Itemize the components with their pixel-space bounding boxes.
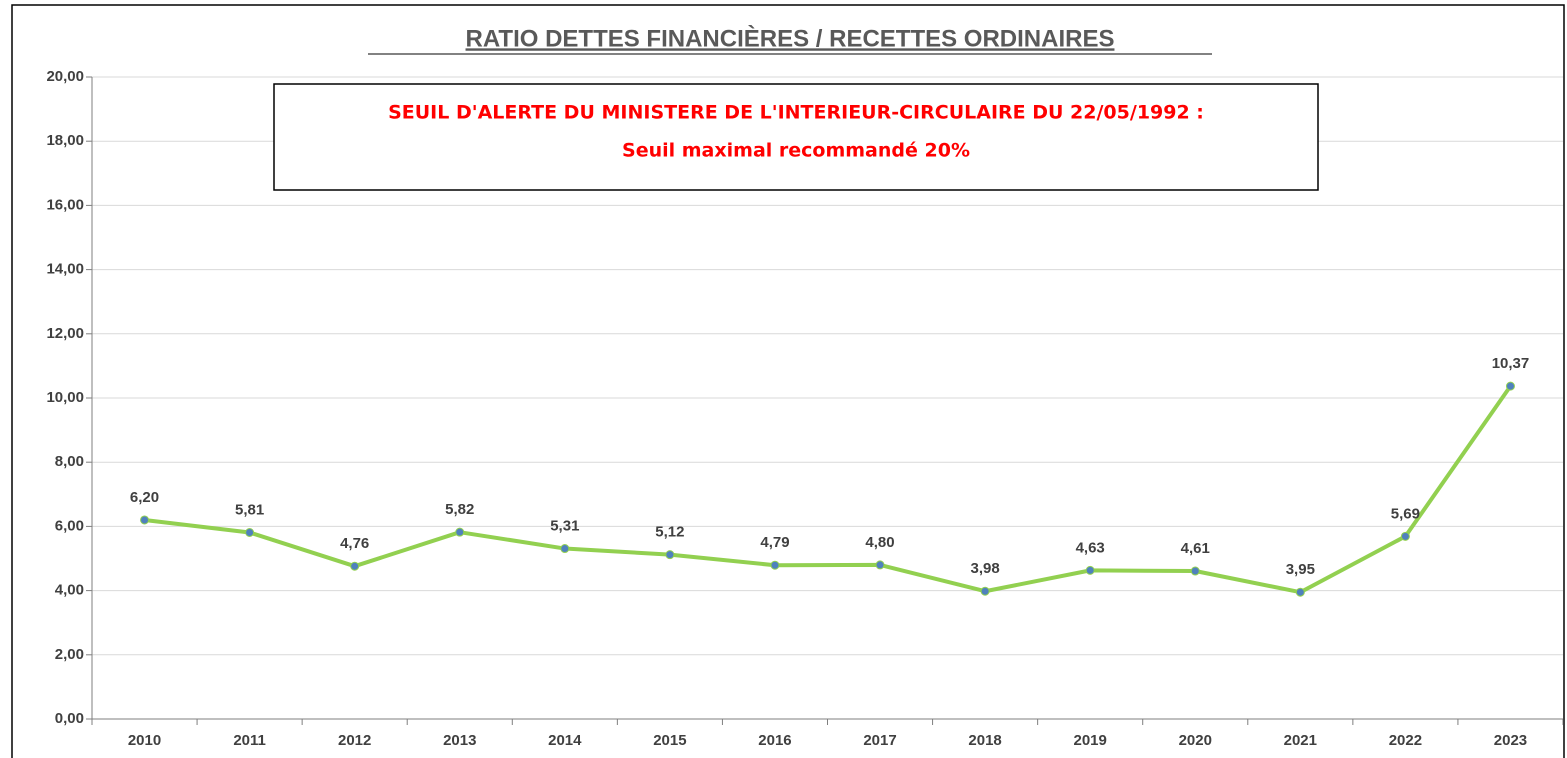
data-point: [875, 560, 885, 570]
y-tick-label: 0,00: [55, 710, 84, 727]
data-label: 6,20: [130, 489, 159, 506]
x-tick-label: 2010: [128, 732, 161, 749]
annotation-box: [273, 83, 1319, 191]
data-label: 3,95: [1286, 561, 1315, 578]
data-label: 5,82: [445, 501, 474, 518]
data-point: [245, 527, 255, 537]
data-point: [455, 527, 465, 537]
data-label: 5,81: [235, 501, 264, 518]
chart-title: RATIO DETTES FINANCIÈRES / RECETTES ORDI…: [466, 24, 1115, 52]
x-tick-label: 2011: [233, 732, 266, 749]
x-tick-label: 2013: [443, 732, 476, 749]
y-tick-label: 14,00: [46, 261, 84, 278]
data-point: [1190, 566, 1200, 576]
y-tick-label: 12,00: [46, 325, 84, 342]
y-tick-label: 10,00: [46, 389, 84, 406]
x-tick-label: 2021: [1284, 732, 1317, 749]
x-tick-label: 2014: [548, 732, 582, 749]
x-tick-label: 2015: [653, 732, 686, 749]
x-tick-label: 2017: [863, 732, 896, 749]
data-label: 3,98: [971, 560, 1000, 577]
data-label: 5,31: [550, 518, 579, 535]
data-point: [1505, 381, 1515, 391]
data-label: 4,61: [1181, 540, 1210, 557]
data-point: [665, 550, 675, 560]
y-tick-label: 16,00: [46, 196, 84, 213]
y-tick-label: 20,00: [46, 68, 84, 85]
data-point: [350, 561, 360, 571]
y-tick-label: 4,00: [55, 582, 84, 599]
y-tick-label: 8,00: [55, 453, 84, 470]
data-point: [770, 560, 780, 570]
data-label: 10,37: [1492, 355, 1530, 372]
x-tick-label: 2019: [1073, 732, 1106, 749]
y-tick-label: 6,00: [55, 517, 84, 534]
data-label: 5,69: [1391, 505, 1420, 522]
data-line: [144, 384, 1513, 595]
data-point: [140, 515, 150, 525]
x-tick-label: 2018: [968, 732, 1001, 749]
data-label: 4,80: [865, 534, 894, 551]
annotation-line: SEUIL D'ALERTE DU MINISTERE DE L'INTERIE…: [388, 102, 1204, 124]
x-tick-label: 2020: [1179, 732, 1212, 749]
x-tick-label: 2016: [758, 732, 791, 749]
data-point: [980, 586, 990, 596]
x-tick-label: 2022: [1389, 732, 1422, 749]
y-tick-label: 18,00: [46, 132, 84, 149]
x-tick-label: 2012: [338, 732, 371, 749]
data-label: 4,63: [1076, 539, 1105, 556]
data-label: 4,79: [760, 534, 789, 551]
data-point: [560, 544, 570, 554]
y-tick-label: 2,00: [55, 646, 84, 663]
data-point: [1295, 587, 1305, 597]
data-point: [1085, 565, 1095, 575]
annotation-line: Seuil maximal recommandé 20%: [622, 140, 970, 162]
x-tick-label: 2023: [1494, 732, 1527, 749]
data-label: 4,76: [340, 535, 369, 552]
data-point: [1400, 531, 1410, 541]
data-label: 5,12: [655, 524, 684, 541]
